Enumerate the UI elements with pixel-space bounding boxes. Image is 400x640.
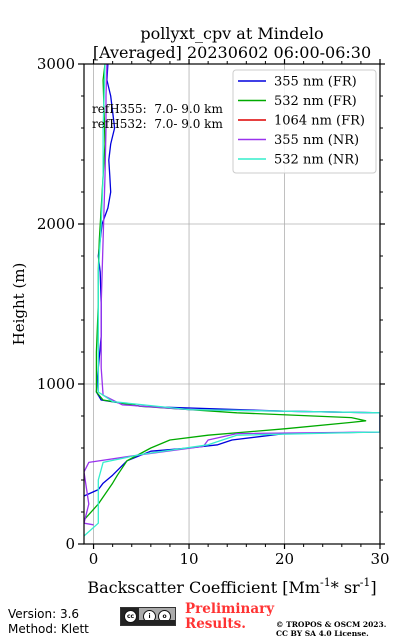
license-text: © TROPOS & OSCM 2023. CC BY SA 4.0 Licen…: [276, 620, 386, 638]
method-text: Method: Klett: [8, 622, 89, 636]
preliminary-line2: Results.: [185, 616, 246, 632]
x-axis-label-main: Backscatter Coefficient [Mm: [87, 578, 320, 597]
license-line2: CC BY SA 4.0 License.: [276, 629, 369, 638]
x-tick-label: 0: [89, 550, 99, 568]
legend-label-2: 1064 nm (FR): [274, 114, 365, 129]
legend-box: [232, 69, 377, 174]
legend-label-4: 532 nm (NR): [274, 153, 359, 168]
x-axis-label-sup1: -1: [320, 576, 331, 589]
cc-license-badge: cc i o: [120, 607, 176, 626]
plot-frame: [83, 63, 381, 545]
x-axis-label-sup2: -1: [360, 576, 371, 589]
legend: 355 nm (FR) 532 nm (FR) 1064 nm (FR) 355 nm…: [232, 69, 377, 174]
version-text: Version: 3.6: [8, 607, 80, 621]
y-tick-label: 2000: [37, 215, 75, 233]
axis-ticks: 0 10 20 30 0 1000 2000 3000: [37, 55, 390, 568]
chart-subtitle: [Averaged] 20230602 06:00-06:30: [93, 43, 371, 62]
x-axis-label-end: ]: [370, 578, 376, 597]
series-lines: [84, 64, 380, 537]
annotation-refh355: refH355: 7.0- 9.0 km: [92, 102, 223, 116]
x-tick-label: 30: [370, 550, 389, 568]
preliminary-line1: Preliminary: [185, 601, 275, 617]
series-line-4: [84, 64, 380, 537]
legend-label-1: 532 nm (FR): [274, 94, 357, 109]
legend-label-3: 355 nm (NR): [274, 133, 359, 148]
y-tick-label: 0: [65, 535, 75, 553]
preliminary-results-text: Preliminary Results.: [185, 602, 274, 632]
y-tick-label: 3000: [37, 55, 75, 73]
series-line-3: [84, 64, 380, 526]
cc-icon: cc: [124, 610, 137, 623]
x-tick-label: 10: [179, 550, 198, 568]
y-axis-label: Height (m): [10, 263, 28, 346]
x-axis-label: Backscatter Coefficient [Mm-1* sr-1]: [87, 576, 376, 597]
annotation-refh532: refH532: 7.0- 9.0 km: [92, 117, 223, 131]
chart-title: pollyxt_cpv at Mindelo: [140, 24, 323, 43]
license-line1: © TROPOS & OSCM 2023.: [276, 620, 387, 629]
legend-label-0: 355 nm (FR): [274, 75, 357, 90]
x-axis-label-mid: * sr: [331, 578, 360, 597]
x-tick-label: 20: [275, 550, 294, 568]
y-tick-label: 1000: [37, 375, 75, 393]
